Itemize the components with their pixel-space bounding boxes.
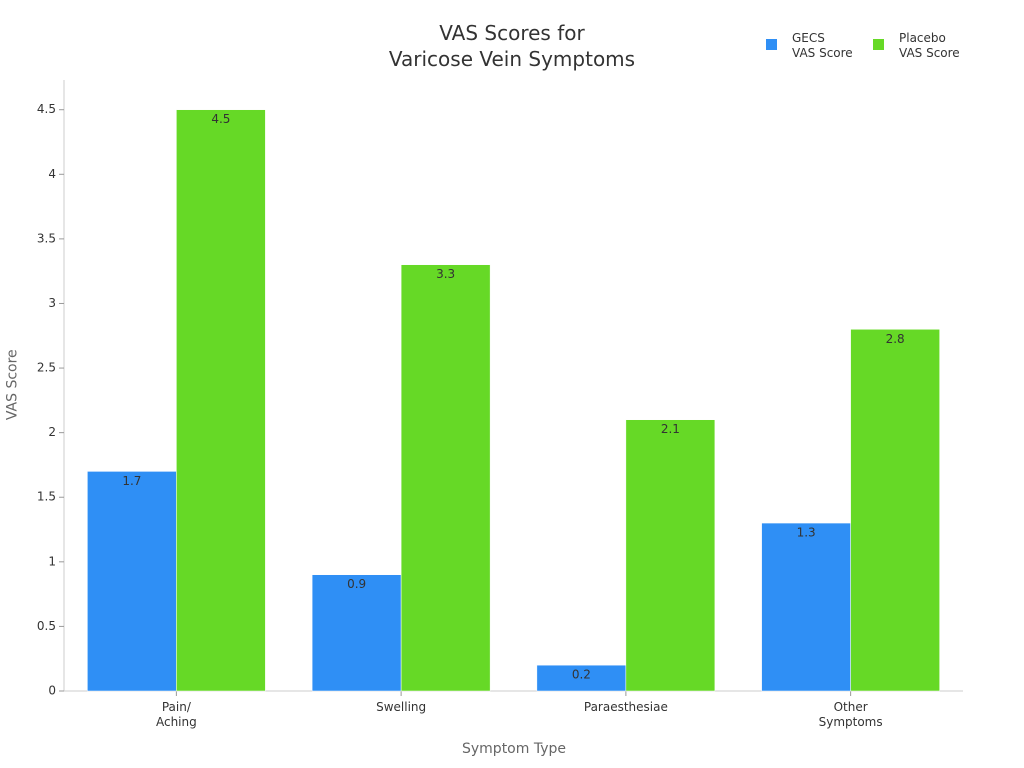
y-tick-label: 1.5 (37, 490, 56, 504)
legend-label[interactable]: GECS VAS Score (792, 31, 853, 60)
value-label: 4.5 (211, 112, 230, 126)
value-label: 1.3 (797, 526, 816, 540)
bar (536, 664, 627, 692)
y-tick-label: 2 (48, 425, 56, 439)
legend-swatch (766, 39, 777, 50)
x-tick-label: Paraesthesiae (583, 700, 668, 714)
bar (761, 522, 851, 692)
value-label: 2.1 (661, 422, 680, 436)
value-label: 0.2 (572, 668, 591, 682)
x-tick-label: Swelling (376, 700, 427, 714)
x-axis-title: Symptom Type (462, 741, 566, 757)
bar (400, 264, 491, 692)
chart-title: VAS Scores for Varicose Vein Symptoms (388, 21, 636, 71)
value-label: 2.8 (886, 332, 905, 346)
x-tick-label: Pain/ Aching (155, 700, 197, 729)
value-label: 0.9 (347, 577, 366, 591)
bar (625, 419, 716, 692)
y-tick-label: 4.5 (37, 102, 56, 116)
legend-label[interactable]: Placebo VAS Score (899, 31, 960, 60)
y-tick-label: 1 (48, 554, 56, 568)
y-axis-title: VAS Score (4, 349, 21, 421)
y-tick-label: 0.5 (37, 619, 56, 633)
value-label: 3.3 (436, 267, 455, 281)
x-tick-label: Other Symptoms (818, 700, 883, 729)
bar (176, 109, 266, 692)
bar (311, 574, 402, 692)
legend-swatch (873, 39, 884, 50)
y-tick-label: 4 (48, 167, 56, 181)
value-label: 1.7 (122, 474, 141, 488)
y-tick-label: 3.5 (37, 231, 56, 245)
bar (87, 471, 177, 692)
y-tick-label: 2.5 (37, 361, 56, 375)
y-tick-label: 3 (48, 296, 56, 310)
y-tick-label: 0 (48, 684, 56, 698)
bar (850, 329, 940, 692)
